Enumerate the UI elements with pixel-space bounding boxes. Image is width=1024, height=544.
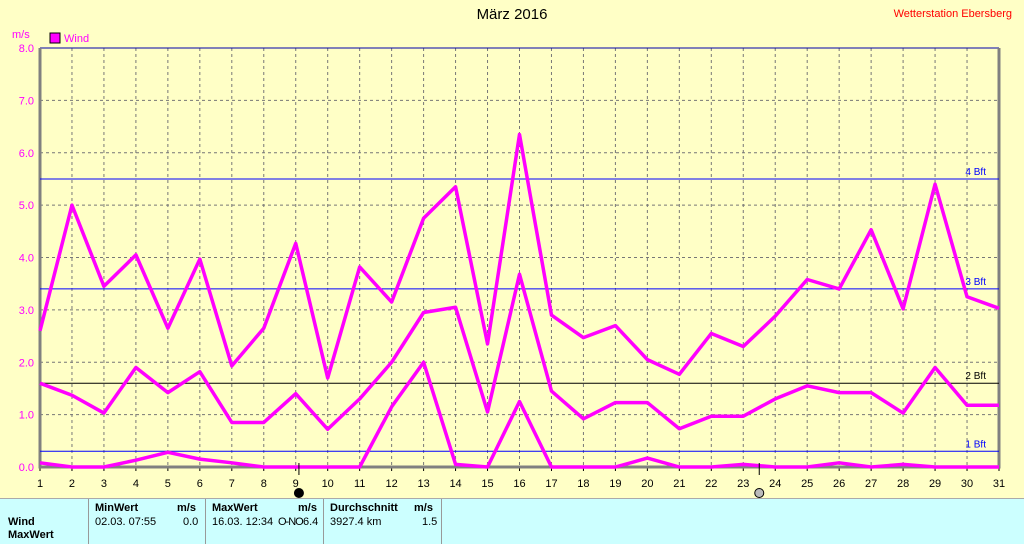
y-tick-label: 0.0 [19,462,34,474]
x-tick-label: 9 [293,478,299,490]
x-tick-label: 30 [961,478,973,490]
x-tick-label: 13 [417,478,429,490]
x-tick-label: 29 [929,478,941,490]
legend-label: Wind [64,33,89,45]
min-unit: m/s [177,502,196,514]
stats-table: Wind MaxWert MinWert m/s 02.03. 07:55 0.… [0,498,1024,544]
wind-chart: 1 2 3 4 5 6 7 8 9 10 11 12 13 14 15 16 17 18 19 20 21 22 23 24 2… [12,29,1005,498]
row-label-maxwert: MaxWert [8,529,54,541]
x-tick-label: 4 [133,478,139,490]
station-name: Wetterstation Ebersberg [893,8,1012,20]
avg-header: Durchschnitt [330,502,398,514]
x-tick-label: 28 [897,478,909,490]
legend-swatch [49,32,61,44]
y-tick-label: 8.0 [19,43,34,55]
reference-label: 2 Bft [965,371,986,382]
x-tick-label: 14 [449,478,461,490]
min-value: 0.0 [183,516,199,528]
x-tick-label: 24 [769,478,781,490]
x-tick-label: 25 [801,478,813,490]
reference-label: 4 Bft [965,167,986,178]
x-tick-label: 20 [641,478,653,490]
axis-frame [38,48,1001,469]
x-tick-label: 7 [229,478,235,490]
max-unit: m/s [298,502,317,514]
max-header: MaxWert [212,502,258,514]
x-tick-label: 10 [322,478,334,490]
x-tick-label: 21 [673,478,685,490]
wind-series-line [39,272,999,432]
x-tick-label: 6 [197,478,203,490]
x-tick-label: 19 [609,478,621,490]
reference-label: 1 Bft [965,439,986,450]
x-tick-label: 5 [165,478,171,490]
min-time: 02.03. 07:55 [95,516,157,528]
chart-title: März 2016 [476,6,548,23]
x-tick-label: 8 [261,478,267,490]
avg-value: 1.5 [422,516,438,528]
new-moon-icon [293,488,304,498]
x-tick-label: 26 [833,478,845,490]
min-header: MinWert [95,502,139,514]
wind-series-line [39,360,999,469]
y-tick-label: 7.0 [19,95,34,107]
x-tick-label: 27 [865,478,877,490]
x-tick-label: 1 [37,478,43,490]
x-tick-label: 2 [69,478,75,490]
x-tick-label: 15 [481,478,493,490]
avg-unit: m/s [414,502,433,514]
x-tick-label: 23 [737,478,749,490]
max-direction: O-NO [278,516,304,528]
x-tick-label: 16 [513,478,525,490]
avg-distance: 3927.4 km [330,516,382,528]
x-tick-label: 12 [386,478,398,490]
y-tick-label: 6.0 [19,148,34,160]
y-tick-label: 3.0 [19,305,34,317]
y-tick-label: 2.0 [19,357,34,369]
wind-series-line [38,132,1000,380]
max-value: 6.4 [303,516,319,528]
x-tick-label: 18 [577,478,589,490]
x-tick-label: 17 [545,478,557,490]
x-tick-label: 3 [101,478,107,490]
y-tick-label: 1.0 [19,410,34,422]
x-tick-label: 22 [705,478,717,490]
reference-label: 3 Bft [965,277,986,288]
y-tick-label: 5.0 [19,200,34,212]
row-label-wind: Wind [8,516,35,528]
y-axis-unit: m/s [12,29,30,41]
x-tick-label: 11 [354,478,365,490]
x-tick-label: 31 [993,478,1005,490]
full-moon-icon [754,488,765,498]
max-time: 16.03. 12:34 [212,516,274,528]
y-tick-label: 4.0 [19,253,34,265]
